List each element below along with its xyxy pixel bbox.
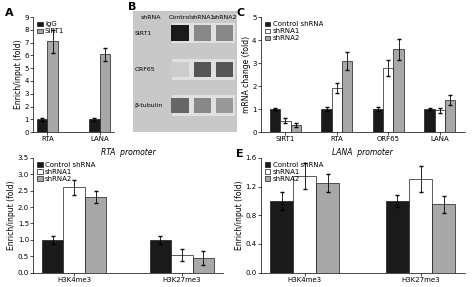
Text: E: E: [236, 149, 244, 159]
Legend: Control shRNA, shRNA1, shRNA2: Control shRNA, shRNA1, shRNA2: [264, 21, 324, 42]
Bar: [445, 100, 455, 132]
Bar: [37, 119, 47, 132]
Bar: [393, 49, 404, 132]
Title: LANA  promoter: LANA promoter: [332, 148, 393, 157]
Bar: [192, 258, 214, 273]
Bar: [47, 41, 58, 132]
Y-axis label: Enrich/input (fold): Enrich/input (fold): [235, 181, 244, 250]
Bar: [432, 204, 455, 273]
Bar: [171, 98, 189, 113]
Bar: [149, 240, 171, 273]
Y-axis label: Enrich/input (fold): Enrich/input (fold): [8, 181, 17, 250]
Bar: [424, 109, 435, 132]
Legend: IgG, SIRT1: IgG, SIRT1: [36, 21, 65, 35]
Text: B: B: [128, 2, 136, 12]
Bar: [316, 183, 339, 273]
Text: shRNA: shRNA: [141, 15, 162, 20]
Bar: [194, 25, 211, 41]
Bar: [85, 197, 107, 273]
Bar: [216, 98, 233, 113]
Bar: [64, 187, 85, 273]
Bar: [435, 110, 445, 132]
Bar: [216, 25, 233, 41]
Bar: [194, 61, 211, 77]
Bar: [280, 121, 291, 132]
Bar: [270, 109, 280, 132]
Legend: Control shRNA, shRNA1, shRNA2: Control shRNA, shRNA1, shRNA2: [264, 161, 324, 183]
Bar: [386, 201, 409, 273]
Bar: [173, 95, 235, 116]
Legend: Control shRNA, shRNA1, shRNA2: Control shRNA, shRNA1, shRNA2: [36, 161, 96, 183]
Bar: [332, 88, 342, 132]
Bar: [173, 59, 235, 79]
Bar: [321, 109, 332, 132]
Bar: [291, 125, 301, 132]
Bar: [216, 61, 233, 77]
Bar: [383, 68, 393, 132]
Bar: [270, 201, 293, 273]
Text: D: D: [0, 149, 1, 159]
Bar: [409, 179, 432, 273]
Text: C: C: [236, 8, 245, 18]
Y-axis label: Enrich/input (fold): Enrich/input (fold): [14, 40, 23, 109]
Text: ORF65: ORF65: [135, 67, 155, 72]
Bar: [373, 109, 383, 132]
Bar: [89, 119, 100, 132]
Bar: [100, 54, 110, 132]
Text: A: A: [5, 8, 14, 18]
Text: shRNA1: shRNA1: [191, 15, 215, 20]
Bar: [342, 61, 352, 132]
Bar: [171, 255, 192, 273]
Text: Control: Control: [168, 15, 191, 20]
Bar: [171, 61, 189, 77]
Bar: [171, 25, 189, 41]
Y-axis label: mRNA change (fold): mRNA change (fold): [242, 36, 251, 113]
Title: RTA  promoter: RTA promoter: [100, 148, 155, 157]
Text: β-tubulin: β-tubulin: [135, 103, 163, 108]
Text: SIRT1: SIRT1: [135, 31, 152, 36]
Text: shRNA2: shRNA2: [212, 15, 237, 20]
Bar: [173, 23, 235, 43]
Bar: [293, 176, 316, 273]
Bar: [194, 98, 211, 113]
Bar: [42, 240, 64, 273]
